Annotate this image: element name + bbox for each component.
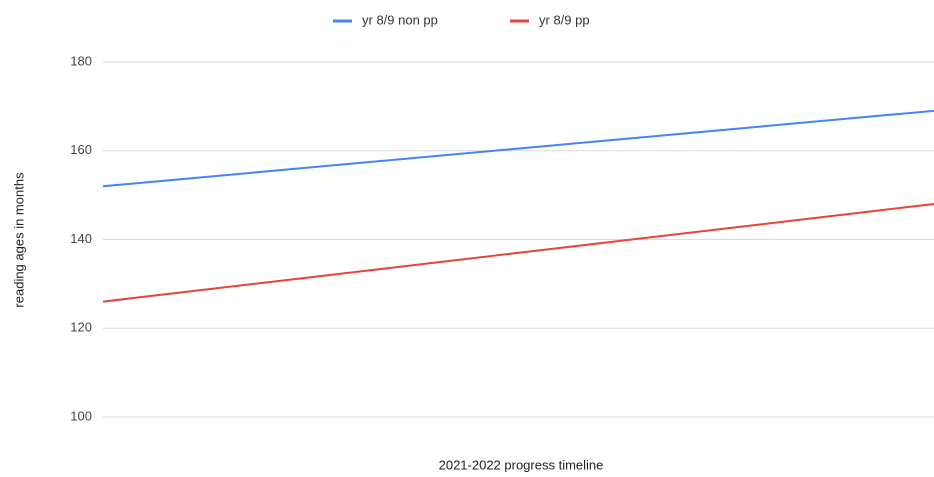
y-tick-label: 120 <box>70 320 92 335</box>
series-line <box>102 203 934 303</box>
legend-label: yr 8/9 pp <box>539 12 590 27</box>
y-tick-label: 160 <box>70 142 92 157</box>
series-line <box>102 109 934 188</box>
y-tick-label: 140 <box>70 231 92 246</box>
x-axis-title: 2021-2022 progress timeline <box>439 457 604 472</box>
y-axis-title: reading ages in months <box>11 172 26 308</box>
y-tick-label: 100 <box>70 408 92 423</box>
y-tick-label: 180 <box>70 53 92 68</box>
legend-label: yr 8/9 non pp <box>362 12 438 27</box>
